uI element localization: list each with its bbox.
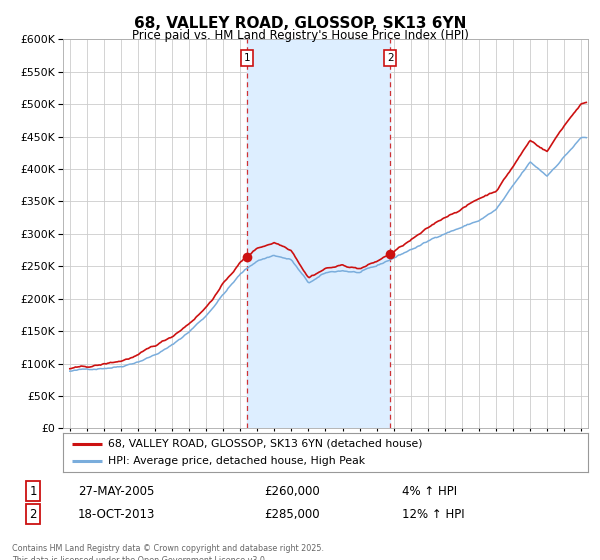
Text: Contains HM Land Registry data © Crown copyright and database right 2025.
This d: Contains HM Land Registry data © Crown c… (12, 544, 324, 560)
Text: Price paid vs. HM Land Registry's House Price Index (HPI): Price paid vs. HM Land Registry's House … (131, 29, 469, 42)
Bar (247, 39, 390, 428)
Text: 12% ↑ HPI: 12% ↑ HPI (402, 507, 464, 521)
Text: £285,000: £285,000 (264, 507, 320, 521)
Text: 1: 1 (29, 484, 37, 498)
Text: 68, VALLEY ROAD, GLOSSOP, SK13 6YN (detached house): 68, VALLEY ROAD, GLOSSOP, SK13 6YN (deta… (107, 438, 422, 449)
Text: 4% ↑ HPI: 4% ↑ HPI (402, 484, 457, 498)
Text: 2: 2 (387, 53, 394, 63)
Text: 1: 1 (244, 53, 250, 63)
Text: £260,000: £260,000 (264, 484, 320, 498)
Text: 2: 2 (29, 507, 37, 521)
Text: 68, VALLEY ROAD, GLOSSOP, SK13 6YN: 68, VALLEY ROAD, GLOSSOP, SK13 6YN (134, 16, 466, 31)
Text: 27-MAY-2005: 27-MAY-2005 (78, 484, 154, 498)
Text: HPI: Average price, detached house, High Peak: HPI: Average price, detached house, High… (107, 456, 365, 466)
Text: 18-OCT-2013: 18-OCT-2013 (78, 507, 155, 521)
